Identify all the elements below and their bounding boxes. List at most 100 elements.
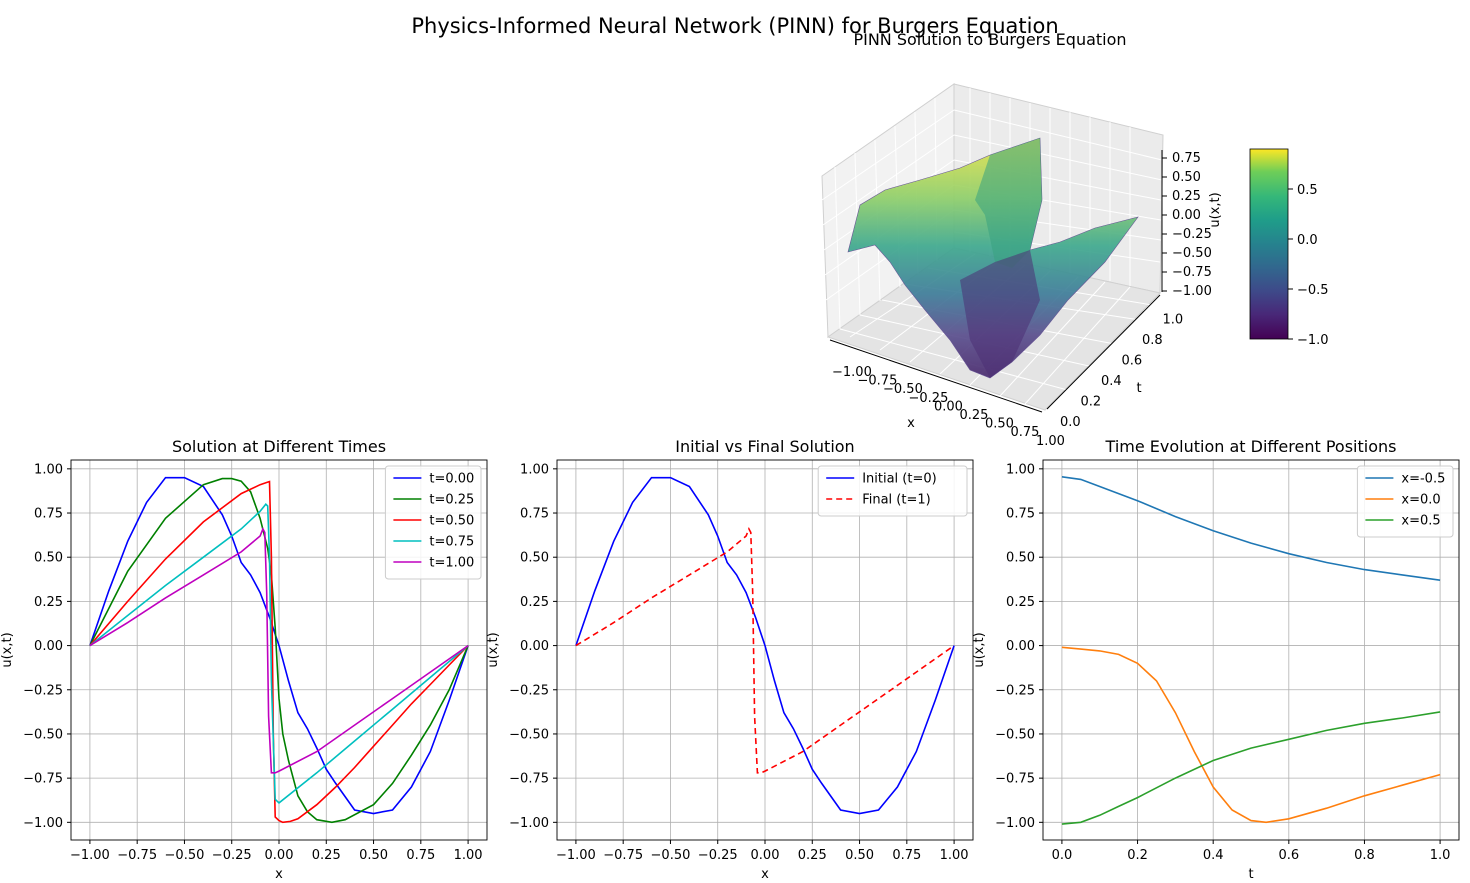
x-axis-label: x (761, 867, 769, 882)
y-tick-label: −1.00 (23, 816, 63, 831)
surface-panel: PINN Solution to Burgers Equation (821, 30, 1329, 449)
plot-frame (70, 459, 488, 841)
surface-z-label: u(x,t) (1208, 192, 1223, 227)
colorbar-tick-label: 0.5 (1297, 183, 1318, 198)
y-tick-label: 0.00 (1006, 639, 1035, 654)
legend-label: t=1.00 (429, 556, 474, 571)
y-tick-label: −0.50 (995, 727, 1035, 742)
y-tick-label: −0.75 (509, 772, 549, 787)
series-line (1061, 711, 1441, 825)
panel-title: Solution at Different Times (172, 437, 386, 456)
y-tick-label: 1.00 (1006, 462, 1035, 477)
y-tick-label: 0.75 (520, 507, 549, 522)
figure-suptitle: Physics-Informed Neural Network (PINN) f… (411, 14, 1059, 38)
x-tick-label: −0.75 (117, 848, 157, 863)
series-line (89, 477, 469, 824)
x-tick-label: −0.50 (165, 848, 205, 863)
panel-title: Initial vs Final Solution (675, 437, 854, 456)
surface-x-label: x (907, 416, 915, 431)
surface-x-tick-labels: −1.00−0.75−0.50−0.250.000.250.500.751.00 (832, 365, 1065, 449)
x-axis-label: x (275, 867, 283, 882)
y-tick-label: 0.50 (34, 551, 63, 566)
surface-t-tick-labels: 0.00.2 0.40.6 0.81.0 (1060, 313, 1183, 431)
series-line (1061, 646, 1441, 824)
x-tick-label: 0.75 (892, 848, 921, 863)
y-tick-label: 0.00 (520, 639, 549, 654)
y-tick-label: 0.50 (1006, 551, 1035, 566)
y-tick-label: 0.25 (34, 595, 63, 610)
surface-x-tick-label: −0.50 (883, 382, 923, 397)
colorbar-tick-labels: 0.5 0.0 −0.5 −1.0 (1288, 183, 1329, 348)
series-line (89, 526, 469, 774)
surface-x-axis-line (829, 339, 1043, 413)
x-tick-label: 1.0 (1430, 848, 1451, 863)
surface-x-tick-label: −1.00 (832, 365, 872, 380)
surface-t-tick-label: 0.4 (1101, 374, 1122, 389)
surface-x-tick-label: −0.75 (858, 374, 898, 389)
y-tick-label: −0.25 (995, 683, 1035, 698)
x-tick-label: −0.25 (212, 848, 252, 863)
panel-solution-times: Solution at Different Times −1.00 −0.75 −0.… (0, 437, 488, 882)
x-tick-label: 0.25 (798, 848, 827, 863)
series-line (89, 480, 469, 824)
x-tick-label: 0.0 (1052, 848, 1073, 863)
legend-box (817, 465, 968, 517)
surface-mesh (847, 137, 1139, 379)
x-tick-label: 0.2 (1127, 848, 1148, 863)
y-tick-label: 0.50 (520, 551, 549, 566)
y-tick-label: 0.75 (34, 507, 63, 522)
surface-trough-highlight (960, 250, 1040, 378)
series-line (1061, 476, 1441, 581)
colorbar-tick-label: 0.0 (1297, 233, 1318, 248)
legend-label: t=0.75 (429, 535, 474, 550)
legend-label: t=0.00 (429, 472, 474, 487)
x-tick-label: 0.8 (1354, 848, 1375, 863)
surface-z-tick-label: −0.75 (1172, 265, 1212, 280)
surface-x-tick-label: 0.00 (934, 399, 963, 414)
x-tick-label: −0.50 (651, 848, 691, 863)
legend-label: x=-0.5 (1401, 472, 1445, 487)
surface-title: PINN Solution to Burgers Equation (853, 30, 1126, 49)
colorbar-tick-label: −0.5 (1297, 283, 1329, 298)
x-tick-label: 0.25 (312, 848, 341, 863)
x-tick-label: 0.50 (845, 848, 874, 863)
x-tick-label: 0.00 (751, 848, 780, 863)
x-tick-label: −1.00 (70, 848, 110, 863)
panel-initial-vs-final: Initial vs Final Solution −1.00 −0.75 −0.50… (486, 437, 974, 882)
surface-z-tick-label: 0.25 (1172, 189, 1201, 204)
y-tick-label: 0.25 (520, 595, 549, 610)
legend-label: x=0.0 (1401, 493, 1440, 508)
legend-box (384, 465, 482, 580)
surface-t-tick-label: 1.0 (1163, 313, 1184, 328)
surface-z-tick-labels: 0.75 0.50 0.25 0.00 −0.25 −0.50 −0.75 −1.00 (1162, 151, 1212, 299)
y-tick-label: 1.00 (34, 462, 63, 477)
panel-title: Time Evolution at Different Positions (1105, 437, 1397, 456)
x-tick-label: −1.00 (556, 848, 596, 863)
y-tick-label: −1.00 (509, 816, 549, 831)
y-tick-label: −1.00 (995, 816, 1035, 831)
surface-t-tick-label: 0.2 (1081, 395, 1102, 410)
series-line (575, 476, 955, 815)
surface-ridge-highlight (975, 138, 1042, 268)
plot-frame (556, 459, 974, 841)
x-tick-label: 1.00 (454, 848, 483, 863)
legend-label: Initial (t=0) (862, 472, 937, 487)
plot-frame (1042, 459, 1460, 841)
series-line (89, 476, 469, 815)
legend-label: t=0.25 (429, 493, 474, 508)
surface-z-tick-label: −0.50 (1172, 246, 1212, 261)
y-tick-label: −0.25 (509, 683, 549, 698)
surface-t-label: t (1136, 381, 1141, 396)
y-tick-label: 0.75 (1006, 507, 1035, 522)
y-tick-label: −0.50 (23, 727, 63, 742)
surface-z-tick-label: −0.25 (1172, 227, 1212, 242)
surface-z-tick-label: 0.50 (1172, 170, 1201, 185)
x-tick-label: 0.50 (359, 848, 388, 863)
colorbar (1249, 148, 1289, 340)
y-tick-label: −0.75 (995, 772, 1035, 787)
y-tick-label: −0.25 (23, 683, 63, 698)
legend-label: x=0.5 (1401, 514, 1440, 529)
surface-x-tick-label: 1.00 (1036, 434, 1065, 449)
legend-label: t=0.50 (429, 514, 474, 529)
